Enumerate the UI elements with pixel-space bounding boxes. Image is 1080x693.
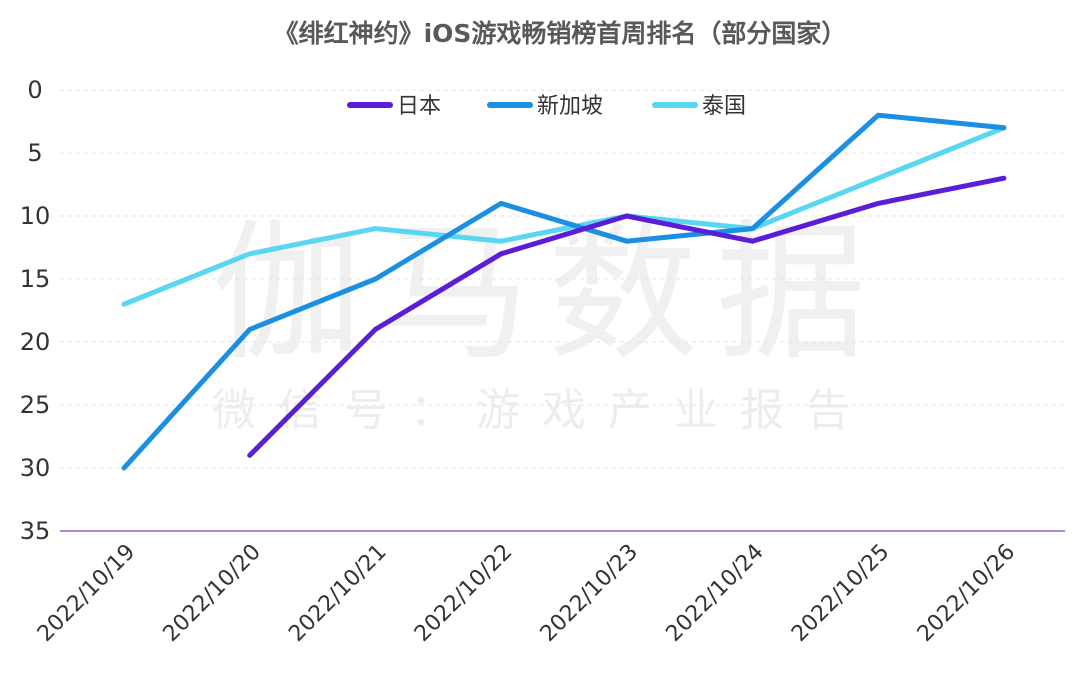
watermark-subtitle: 微信号：游戏产业报告 [212,385,872,436]
y-axis-ticks: 0 5 10 15 20 25 30 35 [20,76,51,545]
x-tick-label: 2022/10/24 [661,540,768,647]
series-line-1 [121,112,1007,471]
x-tick-label: 2022/10/26 [913,540,1020,647]
legend-label: 日本 [397,94,441,119]
y-tick-label: 30 [20,454,51,482]
series-lines [121,112,1007,471]
y-tick-label: 15 [20,265,51,293]
y-tick-label: 10 [20,202,51,230]
y-tick-label: 35 [20,517,51,545]
legend-label: 泰国 [702,94,746,119]
x-axis-ticks: 2022/10/19 2022/10/20 2022/10/21 2022/10/22… [33,540,1020,647]
chart-title: 《绯红神约》iOS游戏畅销榜首周排名（部分国家） [274,19,847,48]
series-line-0 [247,175,1007,458]
y-tick-label: 0 [27,76,42,104]
x-tick-label: 2022/10/22 [410,540,517,647]
x-tick-label: 2022/10/20 [159,540,266,647]
y-tick-label: 20 [20,328,51,356]
x-tick-label: 2022/10/25 [787,540,894,647]
series-line-2 [121,125,1007,307]
x-tick-label: 2022/10/21 [284,540,391,647]
legend-label: 新加坡 [537,94,603,119]
x-tick-label: 2022/10/23 [536,540,643,647]
legend: 日本 新加坡 泰国 [347,94,746,119]
y-tick-label: 25 [20,391,51,419]
y-tick-label: 5 [27,139,42,167]
x-tick-label: 2022/10/19 [33,540,140,647]
